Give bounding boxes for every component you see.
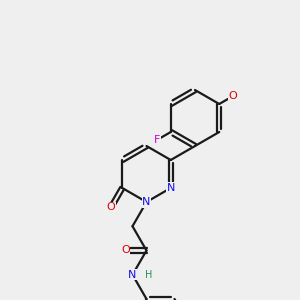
Text: N: N	[167, 183, 175, 193]
Text: H: H	[145, 270, 152, 280]
Text: F: F	[154, 135, 161, 145]
Text: N: N	[142, 197, 151, 207]
Text: O: O	[228, 91, 237, 101]
Text: O: O	[121, 245, 130, 256]
Text: N: N	[128, 270, 137, 280]
Text: O: O	[107, 202, 116, 212]
